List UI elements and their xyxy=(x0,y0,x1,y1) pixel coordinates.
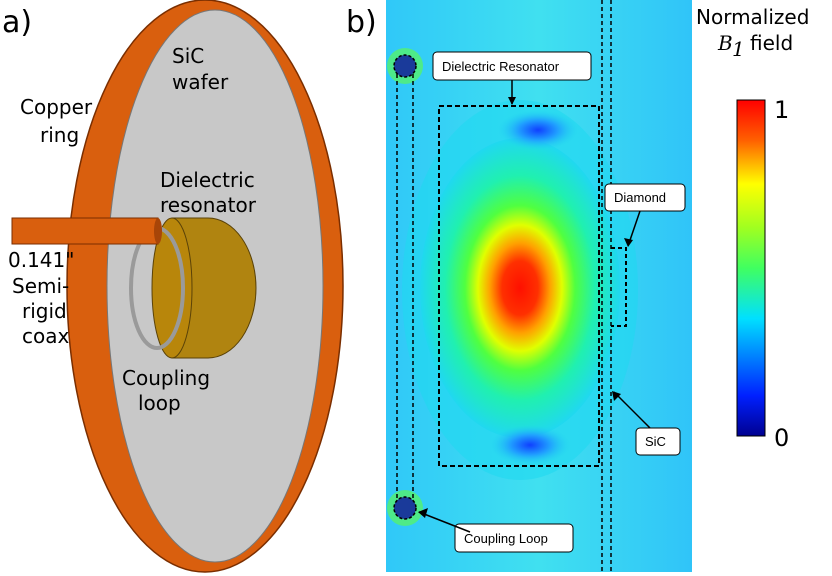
callout-dielectric: Dielectric Resonator xyxy=(442,59,560,74)
coax-end xyxy=(154,218,162,244)
colorbar-title-subscript: 1 xyxy=(732,37,745,61)
field-null-top xyxy=(498,110,578,150)
panel-a-label: a) xyxy=(2,5,32,40)
resonator-front-face xyxy=(151,217,193,359)
colorbar-title-symbol: B xyxy=(717,31,733,55)
colorbar-max-label: 1 xyxy=(774,96,789,124)
coax-cable xyxy=(11,217,159,245)
field-hotspot xyxy=(420,138,620,438)
arrowhead-diamond xyxy=(624,238,633,247)
coax-label-1: 0.141" xyxy=(8,248,74,272)
copper-ring-label-2: ring xyxy=(40,123,79,147)
callout-diamond-box xyxy=(604,183,686,212)
callout-sic-box xyxy=(635,427,681,456)
dielectric-label-2: resonator xyxy=(160,193,257,217)
coax-label-4: coax xyxy=(22,324,69,348)
coax-label-2: Semi- xyxy=(12,274,69,298)
callout-coupling: Coupling Loop xyxy=(464,531,548,546)
callout-coupling-box xyxy=(454,523,574,553)
sic-wafer-label-1: SiC xyxy=(172,44,204,68)
field-map xyxy=(386,0,692,572)
callout-diamond: Diamond xyxy=(614,190,666,205)
copper-ring-label-1: Copper xyxy=(20,95,93,119)
coupling-label-1: Coupling xyxy=(122,366,210,390)
arrowhead-coupling xyxy=(418,508,428,518)
coupling-label-2: loop xyxy=(138,391,181,415)
colorbar-title-suffix: field xyxy=(750,31,793,55)
coax-label-3: rigid xyxy=(22,299,67,323)
colorbar-title-1: Normalized xyxy=(696,5,809,29)
coupling-loop-path xyxy=(396,74,414,500)
resonator-outline xyxy=(438,105,600,467)
coupling-loop-bottom xyxy=(393,496,417,520)
diamond-outline xyxy=(611,247,627,327)
arrowhead-dielectric xyxy=(508,97,516,105)
dielectric-label-1: Dielectric xyxy=(160,168,255,192)
arrowhead-sic xyxy=(612,391,621,401)
colorbar-min-label: 0 xyxy=(774,424,789,452)
coupling-loop-top xyxy=(393,54,417,78)
arrow-sic xyxy=(613,391,651,429)
colorbar xyxy=(736,99,766,437)
callout-sic: SiC xyxy=(645,434,666,449)
panel-b-label: b) xyxy=(346,5,377,40)
field-null-bottom xyxy=(490,425,570,465)
arrow-coupling xyxy=(418,511,471,533)
sic-wafer-label-2: wafer xyxy=(172,70,229,94)
